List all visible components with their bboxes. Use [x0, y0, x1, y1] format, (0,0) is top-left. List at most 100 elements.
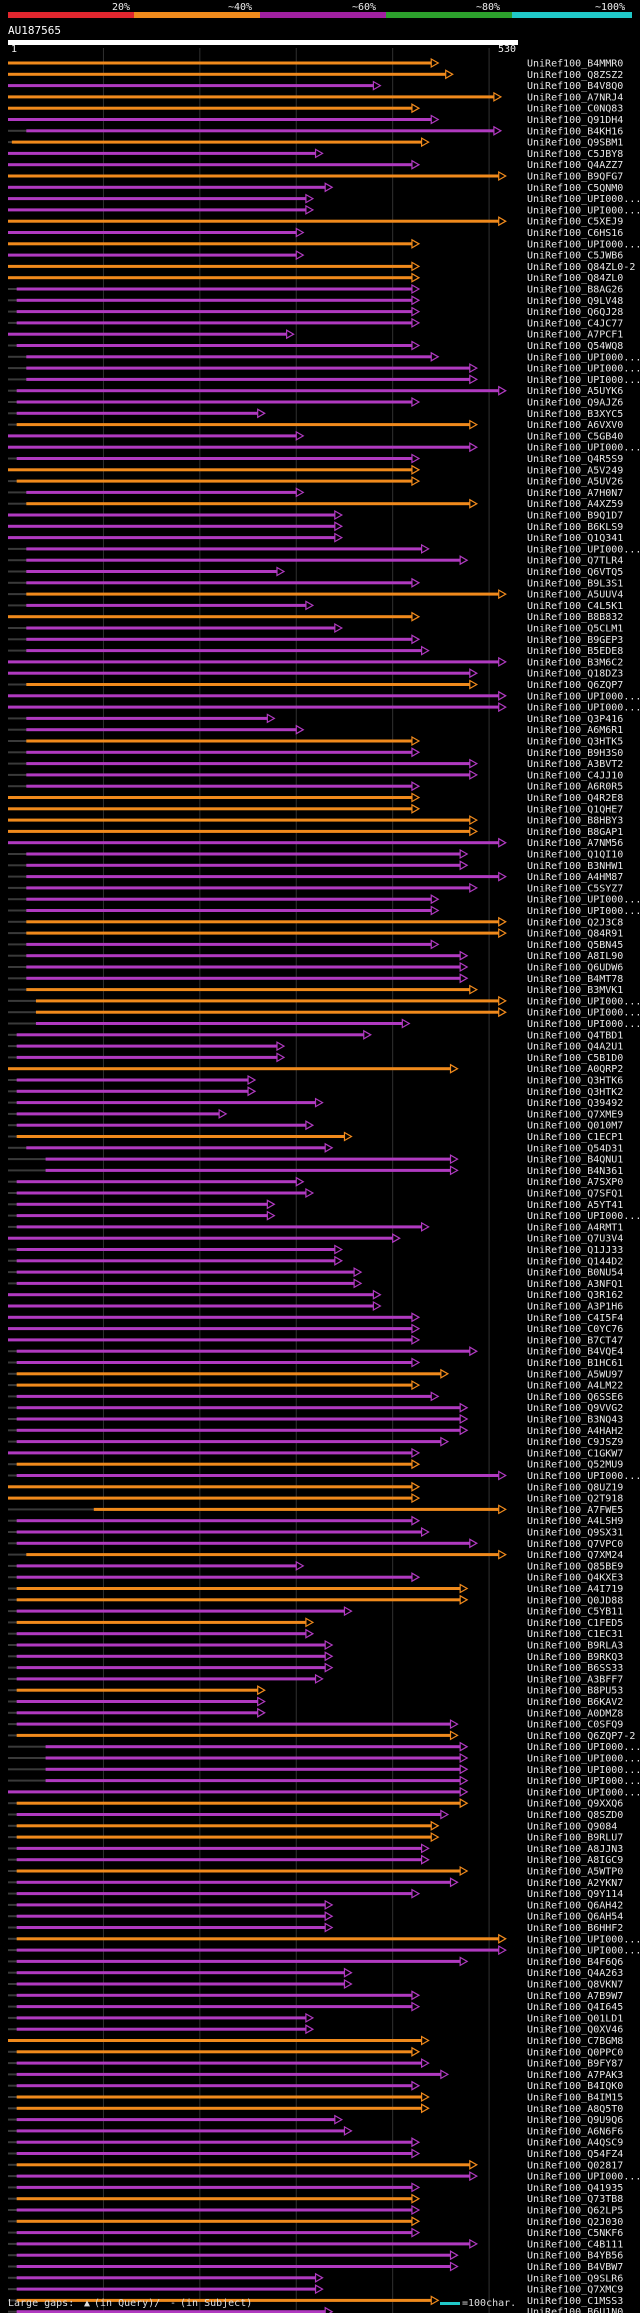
hit-label[interactable]: UniRef100_Q8VKN7: [527, 1980, 623, 1991]
hit-label[interactable]: UniRef100_A0QRP2: [527, 1064, 623, 1075]
hit-label[interactable]: UniRef100_B6KAV2: [527, 1697, 623, 1708]
hit-row[interactable]: UniRef100_UPI000...: [8, 1210, 640, 1222]
hit-row[interactable]: UniRef100_Q3HTK6: [8, 1074, 623, 1087]
hit-row[interactable]: UniRef100_Q91DH4: [8, 114, 623, 126]
hit-label[interactable]: UniRef100_UPI000...: [527, 895, 640, 906]
hit-label[interactable]: UniRef100_UPI000...: [527, 1934, 640, 1945]
hit-label[interactable]: UniRef100_B9L3S1: [527, 578, 623, 589]
hit-row[interactable]: UniRef100_Q54FZ4: [8, 2148, 623, 2160]
hit-label[interactable]: UniRef100_B4IQK0: [527, 2081, 623, 2092]
hit-row[interactable]: UniRef100_Q4A263: [8, 1967, 623, 1979]
hit-row[interactable]: UniRef100_C9JSZ9: [8, 1436, 623, 1448]
hit-label[interactable]: UniRef100_Q7XMC9: [527, 2285, 623, 2296]
hit-label[interactable]: UniRef100_B4VQE4: [527, 1347, 623, 1358]
hit-row[interactable]: UniRef100_A8JJN3: [8, 1843, 623, 1855]
hit-label[interactable]: UniRef100_A7PAK3: [527, 2070, 623, 2081]
hit-label[interactable]: UniRef100_B6HHF2: [527, 1923, 623, 1934]
hit-label[interactable]: UniRef100_UPI000...: [527, 1754, 640, 1765]
hit-label[interactable]: UniRef100_Q73TB8: [527, 2194, 623, 2205]
hit-row[interactable]: UniRef100_B9GEP3: [8, 634, 623, 646]
hit-label[interactable]: UniRef100_B6KLS9: [527, 522, 623, 533]
hit-label[interactable]: UniRef100_Q84ZL0: [527, 273, 623, 284]
hit-row[interactable]: UniRef100_Q02817: [8, 2159, 623, 2171]
hit-row[interactable]: UniRef100_UPI000...: [8, 1786, 640, 1798]
hit-label[interactable]: UniRef100_A6M6R1: [527, 725, 623, 736]
hit-row[interactable]: UniRef100_Q9Y114: [8, 1888, 623, 1900]
hit-label[interactable]: UniRef100_UPI000...: [527, 375, 640, 386]
hit-row[interactable]: UniRef100_Q144D2: [8, 1255, 623, 1267]
hit-row[interactable]: UniRef100_B4V8Q0: [8, 80, 623, 92]
hit-row[interactable]: UniRef100_UPI000...: [8, 702, 640, 714]
hit-label[interactable]: UniRef100_B4QNU1: [527, 1155, 623, 1166]
hit-row[interactable]: UniRef100_A7PAK3: [8, 2069, 623, 2081]
hit-label[interactable]: UniRef100_B8HBY3: [527, 816, 623, 827]
hit-label[interactable]: UniRef100_A7SXP0: [527, 1177, 623, 1188]
hit-label[interactable]: UniRef100_A4LSH9: [527, 1516, 623, 1527]
hit-row[interactable]: UniRef100_UPI000...: [8, 1752, 640, 1765]
hit-label[interactable]: UniRef100_A8IGC9: [527, 1855, 623, 1866]
hit-label[interactable]: UniRef100_B7CT47: [527, 1335, 623, 1346]
hit-label[interactable]: UniRef100_Q3R162: [527, 1290, 623, 1301]
hit-row[interactable]: UniRef100_Q4TBD1: [8, 1029, 623, 1041]
hit-label[interactable]: UniRef100_A7NRJ4: [527, 92, 623, 103]
hit-label[interactable]: UniRef100_A7NM56: [527, 838, 623, 849]
hit-label[interactable]: UniRef100_C5YB11: [527, 1607, 623, 1618]
hit-row[interactable]: UniRef100_B3NQ43: [8, 1413, 623, 1426]
hit-row[interactable]: UniRef100_Q85BE9: [8, 1560, 623, 1572]
hit-label[interactable]: UniRef100_Q6ZQP7: [527, 680, 623, 691]
hit-label[interactable]: UniRef100_UPI000...: [527, 1787, 640, 1798]
hit-label[interactable]: UniRef100_Q7XME9: [527, 1109, 623, 1120]
hit-row[interactable]: UniRef100_B6KLS9: [8, 521, 623, 533]
hit-row[interactable]: UniRef100_B4MT78: [8, 973, 623, 985]
hit-label[interactable]: UniRef100_C5QNM0: [527, 183, 623, 194]
hit-label[interactable]: UniRef100_A4XZ59: [527, 499, 623, 510]
hit-row[interactable]: UniRef100_A7PCF1: [8, 329, 623, 341]
hit-label[interactable]: UniRef100_UPI000...: [527, 364, 640, 375]
hit-label[interactable]: UniRef100_A5WTP0: [527, 1867, 623, 1878]
hit-label[interactable]: UniRef100_Q9SLR6: [527, 2273, 623, 2284]
hit-row[interactable]: UniRef100_C7BGM8: [8, 2035, 623, 2047]
hit-row[interactable]: UniRef100_Q6ZQP7-2: [8, 1730, 635, 1742]
hit-label[interactable]: UniRef100_B3MVK1: [527, 985, 623, 996]
hit-label[interactable]: UniRef100_Q54D31: [527, 1143, 623, 1154]
hit-row[interactable]: UniRef100_B3M6C2: [8, 656, 623, 668]
hit-row[interactable]: UniRef100_Q9SLR6: [8, 2272, 623, 2284]
hit-row[interactable]: UniRef100_B9RLA3: [8, 1639, 623, 1652]
hit-row[interactable]: UniRef100_A3BFF7: [8, 1673, 623, 1685]
hit-label[interactable]: UniRef100_Q4R2E8: [527, 793, 623, 804]
hit-row[interactable]: UniRef100_B3MVK1: [8, 984, 623, 996]
hit-row[interactable]: UniRef100_Q7VPC0: [8, 1538, 623, 1550]
hit-row[interactable]: UniRef100_UPI000...: [8, 543, 640, 555]
hit-row[interactable]: UniRef100_C4L5K1: [8, 600, 623, 612]
hit-row[interactable]: UniRef100_A5V249: [8, 464, 623, 476]
hit-label[interactable]: UniRef100_A4I719: [527, 1584, 623, 1595]
hit-row[interactable]: UniRef100_A8IGC9: [8, 1854, 623, 1866]
hit-label[interactable]: UniRef100_Q6SSE6: [527, 1392, 623, 1403]
hit-label[interactable]: UniRef100_C0YC76: [527, 1324, 623, 1335]
hit-row[interactable]: UniRef100_A4XZ59: [8, 498, 623, 510]
hit-row[interactable]: UniRef100_Q4R2E8: [8, 792, 623, 804]
hit-label[interactable]: UniRef100_UPI000...: [527, 1946, 640, 1957]
hit-label[interactable]: UniRef100_Q7SFQ1: [527, 1189, 623, 1200]
hit-row[interactable]: UniRef100_A4LSH9: [8, 1515, 623, 1527]
hit-row[interactable]: UniRef100_Q4I645: [8, 2001, 623, 2013]
hit-row[interactable]: UniRef100_Q9084: [8, 1820, 617, 1832]
hit-row[interactable]: UniRef100_Q6VTQ5: [8, 566, 623, 578]
hit-label[interactable]: UniRef100_Q9Y114: [527, 1889, 623, 1900]
hit-label[interactable]: UniRef100_Q1QHE7: [527, 804, 623, 815]
hit-label[interactable]: UniRef100_Q9U9Q6: [527, 2115, 623, 2126]
hit-row[interactable]: UniRef100_C5YB11: [8, 1606, 623, 1618]
hit-row[interactable]: UniRef100_Q9VVG2: [8, 1402, 623, 1414]
hit-label[interactable]: UniRef100_A3BVT2: [527, 759, 623, 770]
hit-row[interactable]: UniRef100_B1HC61: [8, 1357, 623, 1369]
hit-row[interactable]: UniRef100_A4HAH2: [8, 1425, 623, 1437]
hit-row[interactable]: UniRef100_B6KAV2: [8, 1696, 623, 1708]
hit-row[interactable]: UniRef100_Q3P416: [8, 713, 623, 725]
hit-label[interactable]: UniRef100_Q9SX31: [527, 1528, 623, 1539]
hit-label[interactable]: UniRef100_UPI000...: [527, 205, 640, 216]
hit-label[interactable]: UniRef100_UPI000...: [527, 544, 640, 555]
hit-label[interactable]: UniRef100_A3NFQ1: [527, 1279, 623, 1290]
hit-row[interactable]: UniRef100_A8Q5T0: [8, 2103, 623, 2115]
hit-label[interactable]: UniRef100_Q144D2: [527, 1256, 623, 1267]
hit-label[interactable]: UniRef100_B4YB56: [527, 2251, 623, 2262]
